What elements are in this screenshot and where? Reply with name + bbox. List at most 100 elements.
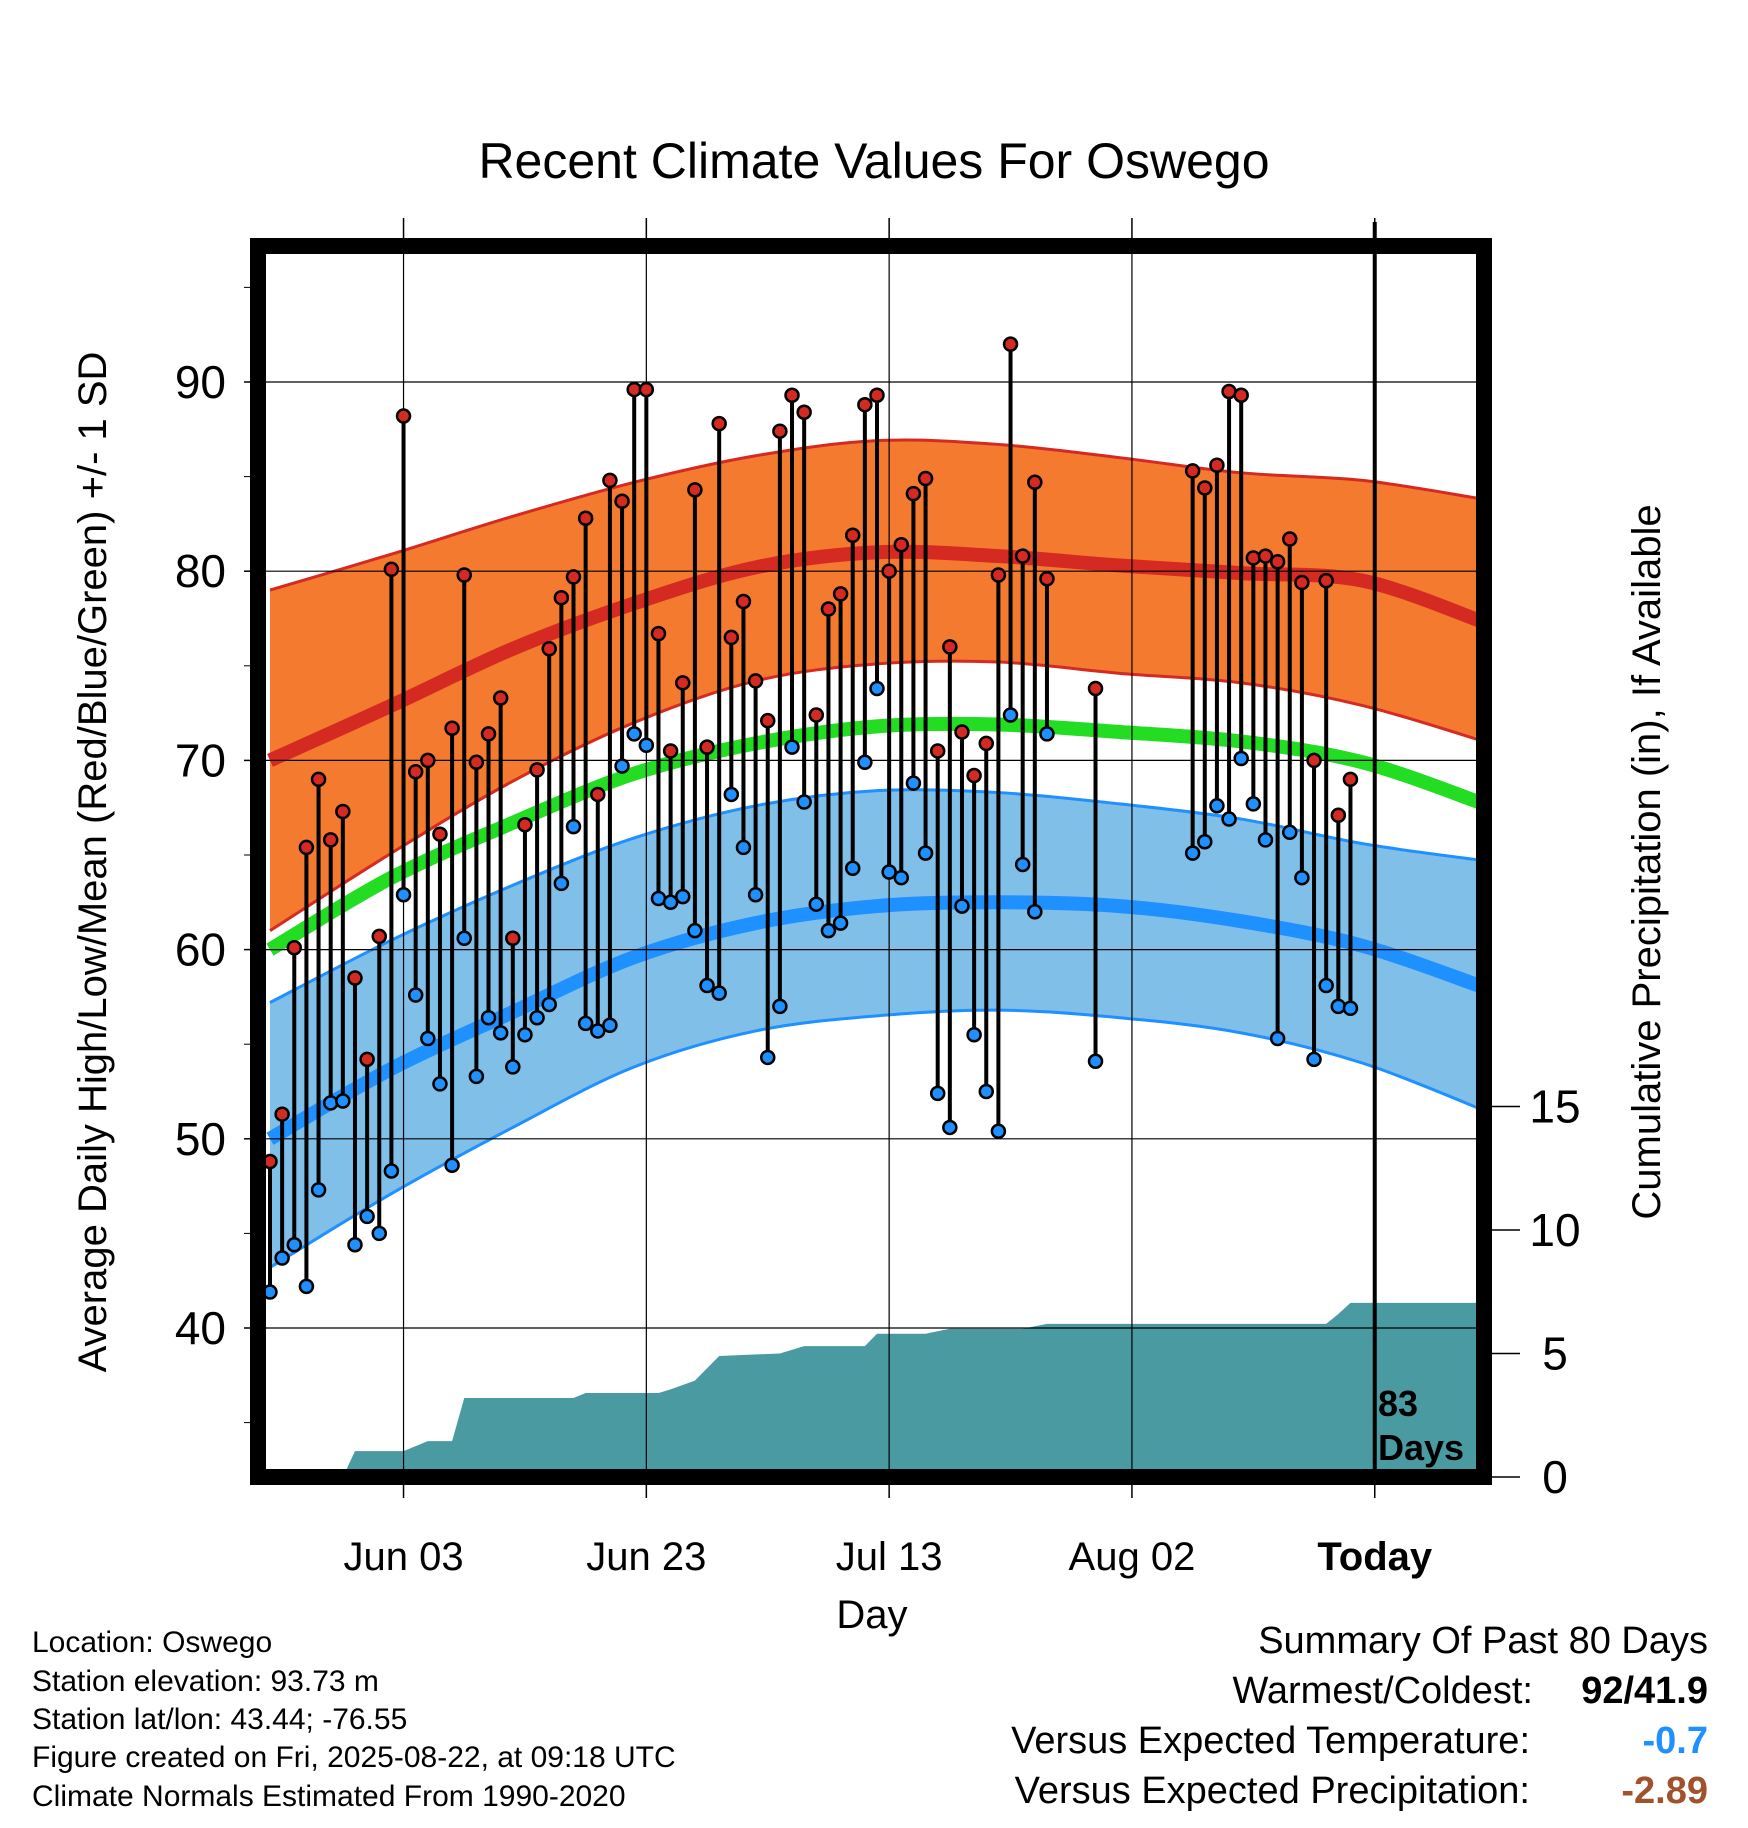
observed-high-point [335,803,351,820]
y-tick-label: 60 [175,924,226,976]
observed-high-point [990,567,1007,583]
observed-high-point [784,387,800,403]
observed-high-point [796,404,812,421]
observed-low-point [844,860,861,876]
observed-high-point [759,712,776,729]
observed-high-point [420,752,436,769]
observed-high-point [1087,680,1104,697]
observed-low-point [1087,1053,1104,1069]
observed-high-point [468,754,485,771]
observed-low-point [820,922,837,939]
today-days-label: 83 [1378,1383,1418,1424]
observed-high-point [711,415,727,432]
observed-high-point [1294,574,1310,591]
observed-low-point [1002,707,1019,723]
observed-high-point [808,707,825,723]
observed-low-point [359,1208,375,1225]
observed-high-point [820,601,837,617]
observed-high-point [978,735,995,752]
observed-high-point [1257,548,1274,564]
observed-low-point [723,786,740,803]
observed-low-point [687,922,703,939]
y2-tick-label: 15 [1529,1081,1580,1133]
observed-low-point [274,1250,290,1266]
observed-low-point [1027,904,1043,920]
observed-high-point [687,482,703,498]
y-axis-label: Average Daily High/Low/Mean (Red/Blue/Gr… [71,352,115,1373]
observed-low-point [808,896,825,912]
observed-high-point [929,743,946,759]
observed-high-point [1269,553,1286,570]
observed-low-point [383,1163,400,1179]
observed-low-point [1209,798,1225,814]
observed-low-point [577,1015,594,1032]
observed-low-point [978,1083,995,1100]
observed-low-point [638,737,655,754]
observed-low-point [1342,1000,1359,1017]
footer-location: Location: Oswego [32,1626,273,1659]
summary-temp-value: -0.7 [1642,1720,1708,1762]
y-tick-label: 50 [175,1113,226,1165]
y2-axis-label: Cumulative Precipitation (in), If Availa… [1625,504,1669,1219]
observed-low-point [298,1278,315,1295]
observed-low-point [565,818,582,835]
observed-high-point [735,593,752,610]
x-tick-label: Jul 13 [836,1535,943,1579]
observed-low-point [432,1076,448,1092]
observed-low-point [626,726,642,742]
observed-low-point [371,1225,388,1242]
observed-high-point [1197,480,1213,496]
x-tick-label: Jun 23 [586,1535,706,1579]
observed-low-point [699,977,715,994]
observed-high-point [723,629,740,646]
observed-low-point [905,775,922,791]
observed-high-point [347,970,363,986]
observed-low-point [942,1119,958,1136]
footer-latlon: Station lat/lon: 43.44; -76.55 [32,1703,408,1736]
summary-precip-value: -2.89 [1621,1770,1708,1812]
footer-normals: Climate Normals Estimated From 1990-2020 [32,1780,626,1813]
observed-low-point [407,987,424,1003]
plot-border [250,238,1492,1485]
observed-low-point [444,1157,460,1174]
observed-low-point [335,1093,351,1109]
observed-high-point [274,1106,290,1122]
observed-high-point [517,816,533,833]
observed-high-point [614,493,630,509]
summary-warmest-coldest-label: Warmest/Coldest: [1232,1670,1533,1712]
y-tick-label: 70 [175,734,226,786]
observed-low-point [1014,856,1031,873]
y-tick-label: 80 [175,545,226,597]
observed-low-point [990,1123,1007,1139]
observed-low-point [784,739,800,755]
y2-tick-label: 0 [1542,1451,1568,1503]
observed-low-point [456,930,472,946]
today-days-label: Days [1378,1427,1464,1468]
observed-low-point [602,1017,618,1034]
observed-high-point [541,641,557,657]
observed-low-point [1294,869,1310,886]
observed-low-point [1306,1051,1322,1068]
observed-high-point [371,928,388,945]
observed-low-point [772,998,788,1015]
footer-created: Figure created on Fri, 2025-08-22, at 09… [32,1741,676,1774]
chart-title: Recent Climate Values For Oswego [478,133,1270,189]
observed-low-point [420,1030,436,1047]
y-tick-label: 90 [175,356,226,408]
y2-tick-label: 10 [1529,1204,1580,1256]
observed-low-point [966,1026,982,1043]
observed-high-point [383,561,400,578]
observed-low-point [796,794,812,810]
y-tick-label: 40 [175,1302,226,1354]
observed-low-point [468,1068,485,1085]
observed-high-point [1184,463,1201,479]
footer-elevation: Station elevation: 93.73 m [32,1665,379,1698]
x-tick-label: Today [1317,1535,1433,1579]
observed-low-point [662,894,679,911]
observed-high-point [1245,550,1262,566]
observed-high-point [893,536,910,553]
observed-low-point [759,1049,776,1066]
observed-high-point [1306,752,1322,769]
observed-high-point [1039,571,1055,587]
observed-low-point [1221,811,1237,827]
